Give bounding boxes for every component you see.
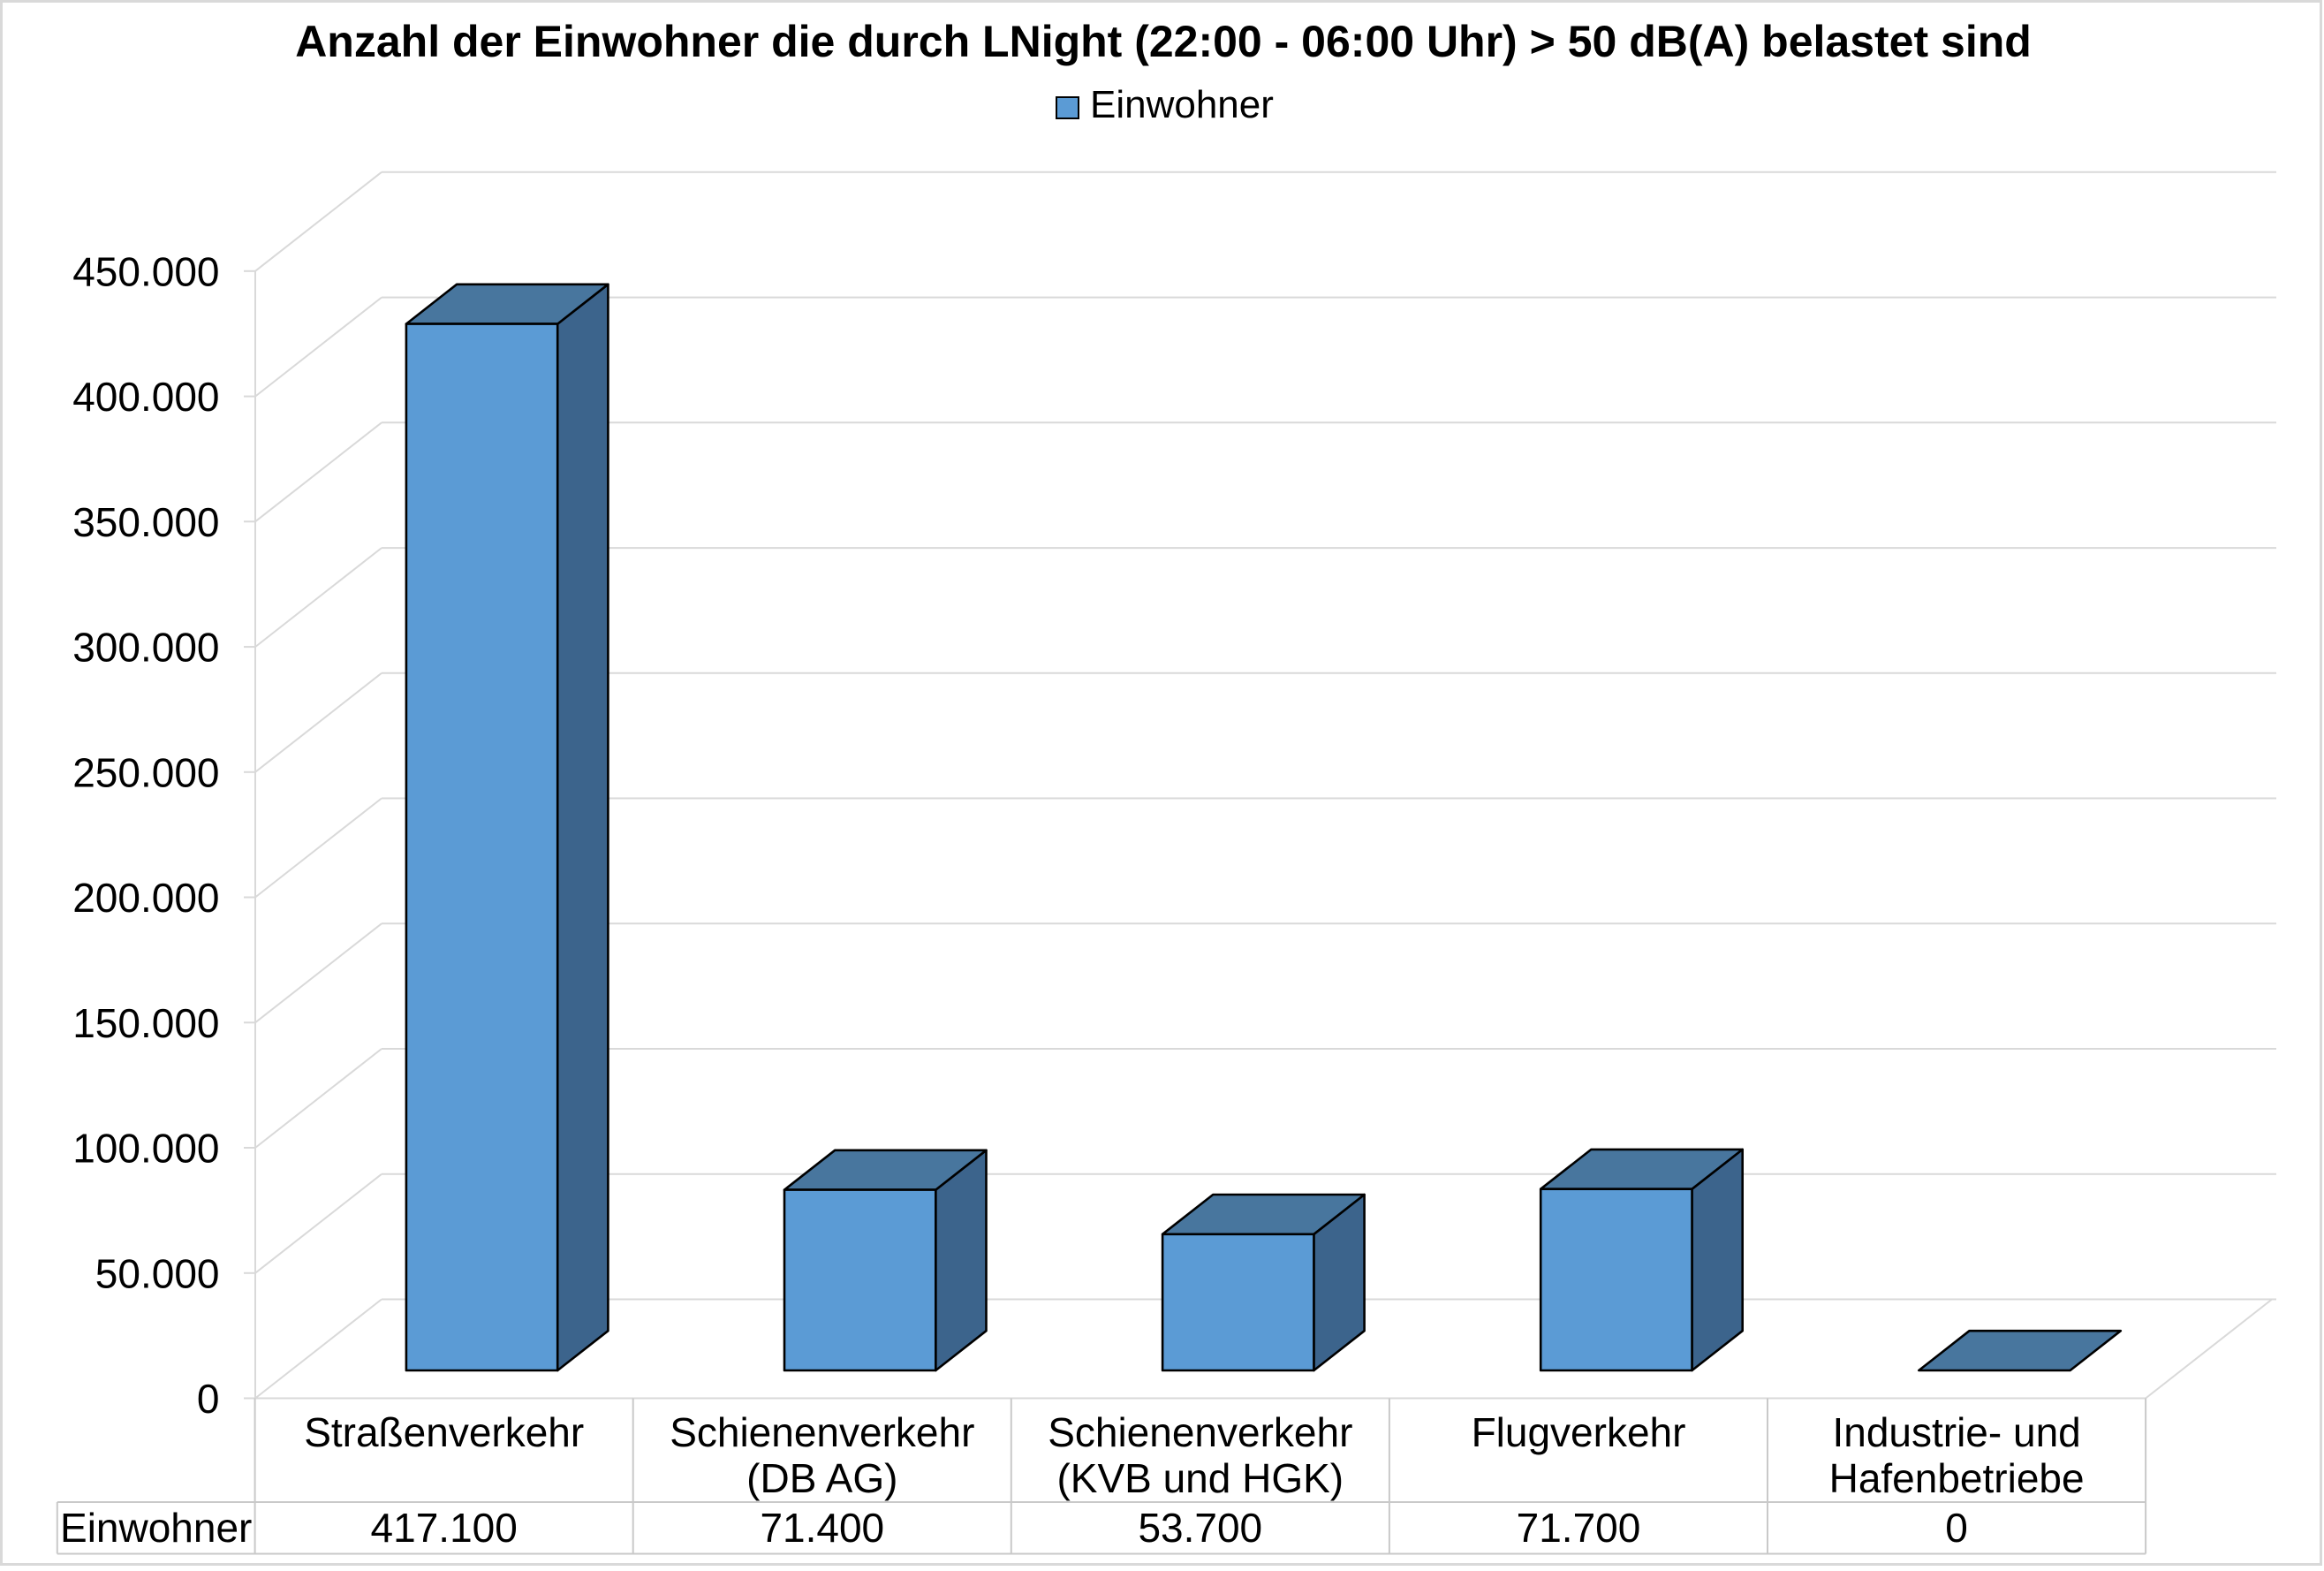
svg-text:Einwohner: Einwohner — [60, 1505, 252, 1551]
svg-text:Einwohner: Einwohner — [1090, 83, 1274, 126]
svg-text:Flugverkehr: Flugverkehr — [1472, 1409, 1686, 1455]
svg-text:Anzahl der Einwohner die durch: Anzahl der Einwohner die durch LNight (2… — [295, 17, 2032, 66]
svg-text:100.000: 100.000 — [72, 1126, 219, 1172]
svg-text:200.000: 200.000 — [72, 875, 219, 921]
svg-text:Schienenverkehr: Schienenverkehr — [1048, 1409, 1352, 1455]
svg-text:350.000: 350.000 — [72, 499, 219, 545]
svg-text:50.000: 50.000 — [95, 1250, 220, 1296]
svg-text:71.700: 71.700 — [1517, 1505, 1641, 1551]
svg-text:400.000: 400.000 — [72, 374, 219, 420]
svg-text:(KVB und HGK): (KVB und HGK) — [1056, 1455, 1344, 1501]
svg-text:450.000: 450.000 — [72, 248, 219, 294]
svg-text:Schienenverkehr: Schienenverkehr — [670, 1409, 974, 1455]
svg-text:0: 0 — [197, 1376, 220, 1422]
svg-text:(DB AG): (DB AG) — [746, 1455, 897, 1501]
svg-text:150.000: 150.000 — [72, 1000, 219, 1046]
svg-text:250.000: 250.000 — [72, 749, 219, 795]
svg-text:71.400: 71.400 — [760, 1505, 884, 1551]
svg-text:417.100: 417.100 — [371, 1505, 518, 1551]
svg-text:Straßenverkehr: Straßenverkehr — [304, 1409, 584, 1455]
svg-text:Industrie- und: Industrie- und — [1832, 1409, 2080, 1455]
svg-text:Hafenbetriebe: Hafenbetriebe — [1829, 1455, 2085, 1501]
svg-text:0: 0 — [1945, 1505, 1968, 1551]
svg-text:300.000: 300.000 — [72, 625, 219, 671]
svg-text:53.700: 53.700 — [1138, 1505, 1262, 1551]
